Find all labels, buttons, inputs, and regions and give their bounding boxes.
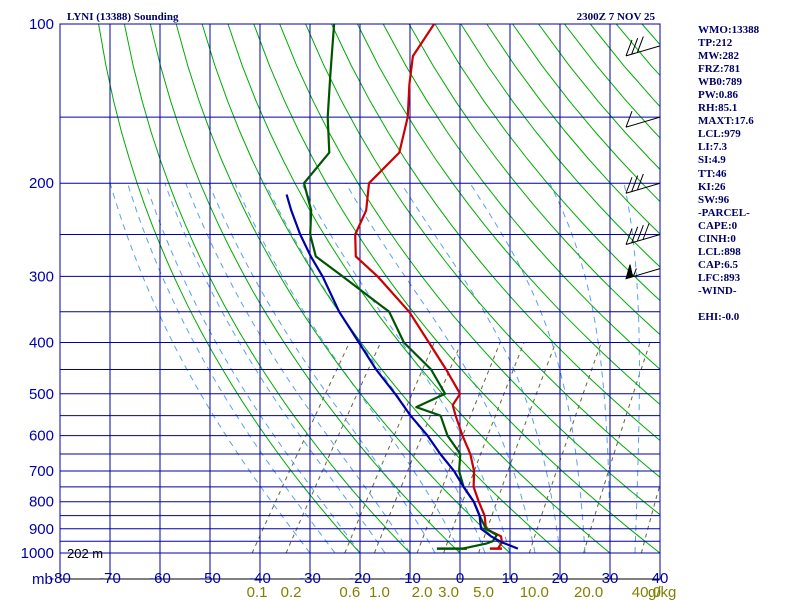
index-line: FRZ:781 bbox=[698, 63, 741, 76]
temperature-tick-label: -80 bbox=[49, 570, 71, 587]
chart-title: LYNI (13388) Sounding bbox=[67, 11, 179, 23]
mixing-ratio-axis: 0.1 0.2 0.6 1.0 2.0 3.0 5.0 10.0 20.0 40.0 bbox=[247, 584, 661, 600]
pressure-tick-label: 1000 bbox=[21, 545, 54, 562]
pressure-tick-label: 700 bbox=[29, 463, 54, 480]
index-line: CINH:0 bbox=[698, 232, 736, 245]
pressure-tick-label: 400 bbox=[29, 335, 54, 352]
index-line: -WIND- bbox=[698, 284, 737, 297]
wind-barb-flag bbox=[631, 38, 639, 55]
pressure-tick-label: 100 bbox=[29, 16, 54, 33]
mixing-ratio-label: 0.6 bbox=[339, 584, 360, 600]
mixing-ratio-unit: g/kg bbox=[648, 584, 676, 600]
index-line: EHI:-0.0 bbox=[698, 311, 740, 324]
wind-barb-flag bbox=[636, 173, 644, 191]
chart-datetime: 2300Z 7 NOV 25 bbox=[577, 11, 656, 23]
wind-barb-flag bbox=[625, 110, 633, 128]
mixing-ratio-label: 10.0 bbox=[520, 584, 549, 600]
index-line: TT:46 bbox=[698, 167, 727, 180]
index-line: SW:96 bbox=[698, 193, 730, 206]
pressure-tick-label: 600 bbox=[29, 428, 54, 445]
index-line: SI:4.9 bbox=[698, 154, 726, 167]
index-line: TP:212 bbox=[698, 37, 733, 50]
mixing-ratio-label: 1.0 bbox=[369, 584, 390, 600]
index-line: KI:26 bbox=[698, 180, 726, 193]
pressure-tick-label: 800 bbox=[29, 494, 54, 511]
index-line: MAXT:17.6 bbox=[698, 115, 754, 128]
axis-unit-label: mb bbox=[32, 571, 53, 588]
index-line: PW:0.86 bbox=[698, 89, 739, 102]
mixing-ratio-label: 0.1 bbox=[247, 584, 268, 600]
wind-barb-flag bbox=[642, 223, 650, 240]
temperature-tick-label: -60 bbox=[149, 570, 171, 587]
index-line: RH:85.1 bbox=[698, 102, 738, 115]
index-line: -PARCEL- bbox=[698, 206, 750, 219]
pressure-tick-label: 500 bbox=[29, 386, 54, 403]
temperature-axis: -80 -70 -60 -50 -40 -30 -20 -10 0 10 20 30 40 bbox=[49, 570, 668, 587]
temperature-profile bbox=[354, 24, 504, 550]
temperature-tick-label: -70 bbox=[99, 570, 121, 587]
surface-height-label: 202 m bbox=[67, 546, 103, 561]
wind-barb bbox=[625, 173, 661, 194]
moist-adiabat--5 bbox=[208, 183, 436, 554]
mixing-ratio-label: 40.0 bbox=[632, 584, 661, 600]
index-line: LCL:898 bbox=[698, 245, 741, 258]
moist-adiabat-30 bbox=[549, 182, 611, 553]
wind-barb bbox=[625, 223, 661, 245]
wind-barb-flag bbox=[631, 226, 639, 244]
mixing-ratio-label: 0.2 bbox=[281, 584, 302, 600]
wind-barb-flag bbox=[625, 177, 633, 194]
mixing-ratio-label: 2.0 bbox=[412, 584, 433, 600]
index-line: WMO:13388 bbox=[698, 24, 760, 36]
wind-barb bbox=[625, 264, 661, 280]
temperature-tick-label: -30 bbox=[299, 570, 321, 587]
index-line: LI:7.3 bbox=[698, 141, 728, 154]
profile-series bbox=[285, 24, 519, 550]
wind-barb-flag bbox=[625, 39, 633, 57]
mixing-ratio-label: 5.0 bbox=[473, 584, 494, 600]
wind-barb-flag bbox=[625, 228, 633, 245]
pressure-tick-label: 300 bbox=[29, 268, 54, 285]
temperature-tick-label: 20 bbox=[552, 570, 569, 587]
wind-barb-pennant bbox=[625, 264, 634, 280]
temperature-tick-label: 10 bbox=[502, 570, 519, 587]
index-line: CAPE:0 bbox=[698, 219, 738, 232]
pressure-tick-label: 200 bbox=[29, 175, 54, 192]
wind-barb bbox=[625, 110, 661, 128]
index-line bbox=[698, 298, 798, 311]
moist-adiabat-25 bbox=[469, 182, 586, 554]
temperature-tick-label: -10 bbox=[399, 570, 421, 587]
mixing-ratio-label: 20.0 bbox=[574, 584, 603, 600]
wind-barbs bbox=[625, 36, 661, 280]
parcel-profile bbox=[285, 194, 519, 550]
index-line: WB0:789 bbox=[698, 76, 742, 89]
temperature-tick-label: 40 bbox=[652, 570, 669, 587]
temperature-tick-label: -40 bbox=[249, 570, 271, 587]
mixing-ratio-label: 3.0 bbox=[438, 584, 459, 600]
wind-barb-shaft bbox=[625, 116, 661, 128]
index-line: MW:282 bbox=[698, 50, 739, 63]
moist-adiabat-40 bbox=[659, 545, 660, 553]
temperature-tick-label: 0 bbox=[456, 570, 464, 587]
dewpoint-profile bbox=[302, 24, 498, 550]
pressure-axis: 100 200 300 400 500 600 700 800 900 1000 bbox=[21, 16, 54, 562]
indices-panel: WMO:13388 TP:212 MW:282 FRZ:781 WB0:789 PW:0.… bbox=[698, 24, 798, 324]
pressure-tick-label: 900 bbox=[29, 521, 54, 538]
index-line: LCL:979 bbox=[698, 128, 741, 141]
index-line: LFC:893 bbox=[698, 271, 741, 284]
isotherm-lines bbox=[59, 24, 661, 579]
wind-barb-flag bbox=[636, 225, 644, 242]
wind-barb-flag bbox=[636, 36, 644, 53]
temperature-tick-label: 30 bbox=[602, 570, 619, 587]
index-line: CAP:6.5 bbox=[698, 258, 739, 271]
temperature-tick-label: -50 bbox=[199, 570, 221, 587]
wind-barb-half-flag bbox=[632, 268, 637, 277]
temperature-tick-label: -20 bbox=[349, 570, 371, 587]
wind-barb bbox=[625, 36, 661, 57]
wind-barb-flag bbox=[631, 175, 639, 192]
